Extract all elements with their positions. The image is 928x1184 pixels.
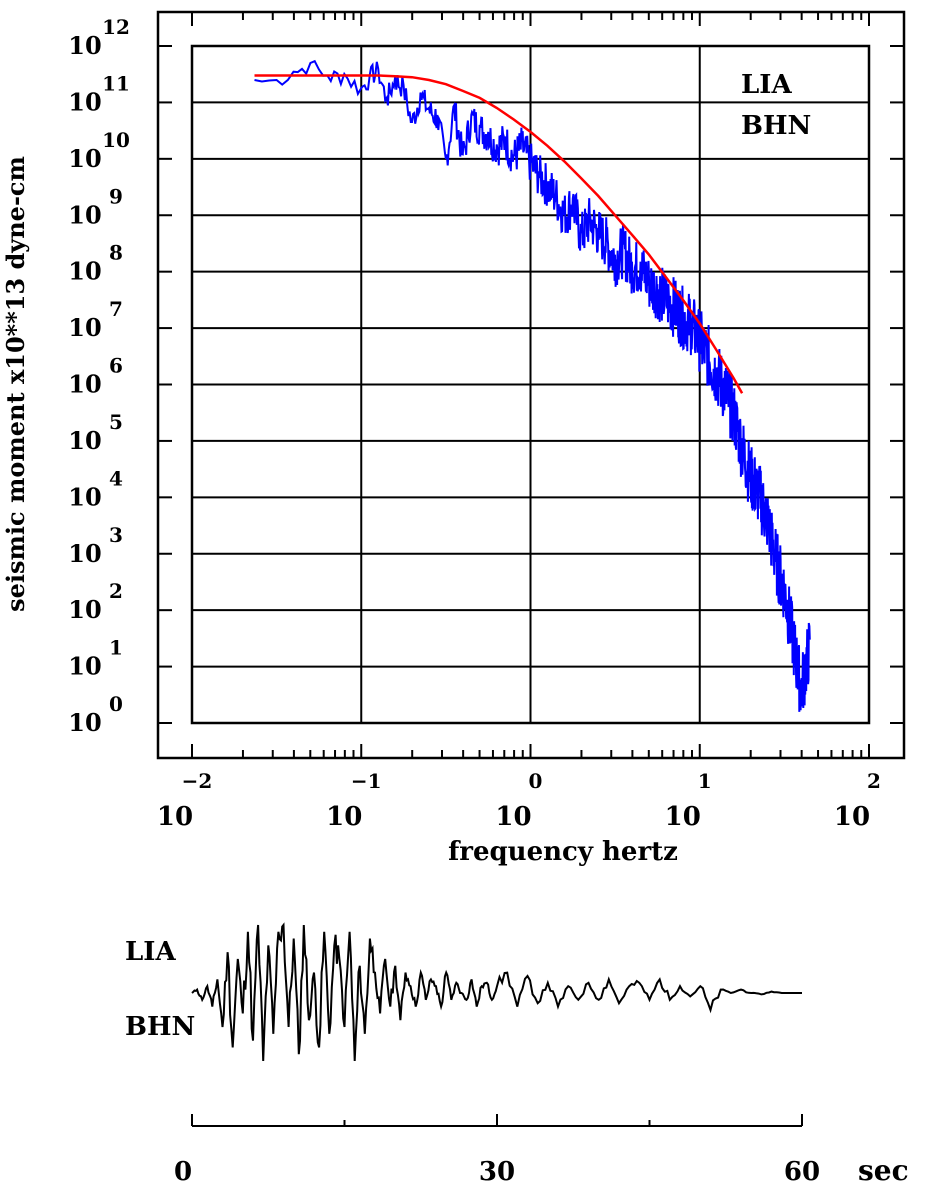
y-tick-exponent: 10 xyxy=(102,128,130,152)
station-annotation: LIA xyxy=(741,70,792,100)
y-tick-base: 10 xyxy=(68,87,101,116)
observed-spectrum-line xyxy=(254,59,811,712)
time-unit-label: sec xyxy=(858,1154,909,1184)
model-fit-line xyxy=(254,74,744,394)
component-annotation: BHN xyxy=(741,111,811,141)
x-tick-label: 010 xyxy=(495,769,542,832)
series-layer xyxy=(254,59,811,712)
y-tick-label: 10 2 xyxy=(68,579,123,624)
y-tick-exponent: 7 xyxy=(109,297,123,321)
y-tick-exponent: 11 xyxy=(102,71,130,95)
y-tick-base: 10 xyxy=(68,652,101,681)
y-tick-base: 10 xyxy=(68,370,101,399)
y-tick-exponent: 4 xyxy=(109,466,123,490)
y-tick-exponent: 2 xyxy=(109,579,123,603)
x-tick-label: −110 xyxy=(326,769,381,832)
y-tick-exponent: 12 xyxy=(102,15,130,39)
y-tick-base: 10 xyxy=(68,200,101,229)
y-tick-exponent: 6 xyxy=(109,354,123,378)
y-tick-base: 10 xyxy=(68,313,101,342)
y-tick-label: 10 0 xyxy=(68,692,123,737)
x-tick-exponent: 0 xyxy=(529,769,543,793)
y-tick-base: 10 xyxy=(68,426,101,455)
waveform-trace-layer xyxy=(191,922,802,1062)
y-tick-label: 10 5 xyxy=(68,410,123,455)
y-tick-label: 10 4 xyxy=(68,466,123,511)
x-tick-label: −210 xyxy=(157,769,212,832)
x-axis-label: frequency hertz xyxy=(448,837,678,867)
x-tick-base: 10 xyxy=(326,802,362,832)
y-tick-label: 10 6 xyxy=(68,354,123,399)
x-tick-exponent: 1 xyxy=(698,769,712,793)
y-tick-base: 10 xyxy=(68,257,101,286)
y-tick-base: 10 xyxy=(68,595,101,624)
time-tick-label: 60 xyxy=(784,1157,820,1184)
y-tick-label: 10 7 xyxy=(68,297,123,342)
seismogram-trace xyxy=(191,922,802,1062)
minor-ticks xyxy=(158,12,904,758)
y-tick-exponent: 5 xyxy=(109,410,123,434)
time-ticks xyxy=(191,1114,803,1126)
x-tick-base: 10 xyxy=(157,802,193,832)
plot-area-border xyxy=(190,44,871,725)
x-tick-exponent: −2 xyxy=(182,769,213,793)
y-tick-base: 10 xyxy=(68,708,101,737)
spectrum-chart: 1001011021031041051061071081091010101110… xyxy=(1,10,906,867)
x-tick-base: 10 xyxy=(834,802,870,832)
y-tick-exponent: 9 xyxy=(109,184,123,208)
y-tick-label: 10 1 xyxy=(68,636,123,681)
y-tick-base: 10 xyxy=(68,144,101,173)
y-tick-label: 10 3 xyxy=(68,523,123,568)
y-tick-base: 10 xyxy=(68,482,101,511)
waveform-component-label: BHN xyxy=(125,1012,195,1042)
y-axis-label: seismic moment x10**13 dyne-cm xyxy=(1,156,30,612)
x-tick-exponent: −1 xyxy=(351,769,382,793)
time-tick-label: 30 xyxy=(479,1157,515,1184)
y-tick-base: 10 xyxy=(68,31,101,60)
x-tick-base: 10 xyxy=(665,802,701,832)
y-tick-label: 10 9 xyxy=(68,184,123,229)
y-tick-exponent: 0 xyxy=(109,692,123,716)
y-tick-exponent: 1 xyxy=(109,636,123,660)
x-tick-base: 10 xyxy=(495,802,531,832)
y-tick-exponent: 3 xyxy=(109,523,123,547)
x-tick-label: 210 xyxy=(834,769,881,832)
plot-frame xyxy=(156,10,906,760)
x-tick-exponent: 2 xyxy=(867,769,881,793)
y-tick-label: 10 8 xyxy=(68,241,123,286)
waveform-station-label: LIA xyxy=(125,937,176,967)
y-tick-labels: 1001011021031041051061071081091010101110… xyxy=(68,15,130,737)
time-tick-label: 0 xyxy=(174,1157,192,1184)
x-tick-label: 110 xyxy=(665,769,712,832)
y-tick-exponent: 8 xyxy=(109,241,123,265)
waveform-chart: LIA BHN 0 30 60 sec xyxy=(125,922,909,1184)
y-tick-base: 10 xyxy=(68,539,101,568)
